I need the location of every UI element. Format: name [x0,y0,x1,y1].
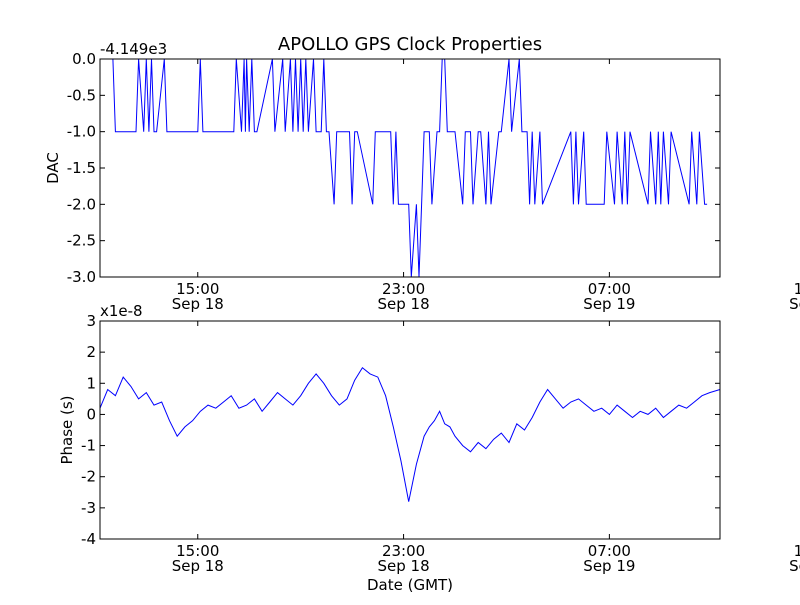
phase-xtick-date: Sep 18 [377,557,429,575]
dac-xtick-date: Sep 19 [789,295,800,313]
phase-series-line [99,366,721,502]
dac-series-line [100,58,708,278]
phase-ytick-label: 3 [86,312,96,330]
dac-offset-label: -4.149e3 [100,40,167,58]
phase-axes-frame [99,320,721,540]
dac-ytick-label: -3.0 [67,268,96,286]
dac-ytick-label: -0.5 [67,86,96,104]
dac-xtick-date: Sep 19 [583,295,635,313]
phase-ytick-label: -2 [81,468,96,486]
phase-xtick-date: Sep 19 [583,557,635,575]
dac-ytick-label: -1.0 [67,123,96,141]
phase-xtick-date: Sep 19 [789,557,800,575]
phase-xtick-time: 15:00 [176,542,219,560]
phase-xtick-time: 07:00 [588,542,631,560]
dac-ytick-label: 0.0 [72,50,96,68]
dac-xtick-time: 07:00 [588,280,631,298]
phase-offset-label: x1e-8 [100,302,143,320]
phase-ytick-label: -1 [81,437,96,455]
dac-xtick-date: Sep 18 [172,295,224,313]
dac-ytick-label: -1.5 [67,159,96,177]
dac-xtick-time: 15:00 [794,280,800,298]
phase-ytick-label: 2 [86,343,96,361]
phase-ytick-label: 1 [86,374,96,392]
dac-ytick-label: -2.0 [67,195,96,213]
dac-xtick-time: 23:00 [382,280,425,298]
phase-ytick-label: 0 [86,405,96,423]
phase-xtick-date: Sep 18 [172,557,224,575]
figure-title: APOLLO GPS Clock Properties [278,34,542,55]
dac-xtick-time: 15:00 [176,280,219,298]
phase-xlabel: Date (GMT) [367,576,453,594]
phase-ytick-label: -4 [81,530,96,548]
phase-ylabel: Phase (s) [58,395,76,464]
dac-xtick-date: Sep 18 [377,295,429,313]
phase-xtick-time: 23:00 [382,542,425,560]
dac-ylabel: DAC [44,152,62,184]
phase-xtick-time: 15:00 [794,542,800,560]
phase-ytick-label: -3 [81,499,96,517]
dac-ytick-label: -2.5 [67,232,96,250]
